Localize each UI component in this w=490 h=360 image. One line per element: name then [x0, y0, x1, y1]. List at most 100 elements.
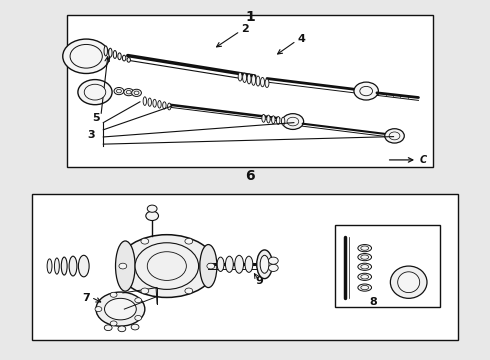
Text: 2: 2	[241, 24, 249, 35]
Ellipse shape	[358, 244, 371, 252]
Ellipse shape	[153, 99, 156, 107]
Ellipse shape	[200, 244, 217, 288]
Ellipse shape	[281, 117, 285, 125]
Ellipse shape	[358, 253, 371, 261]
Ellipse shape	[69, 256, 77, 276]
Ellipse shape	[361, 255, 368, 259]
Ellipse shape	[47, 259, 52, 273]
Ellipse shape	[127, 58, 130, 62]
Ellipse shape	[251, 75, 255, 85]
Circle shape	[131, 324, 139, 330]
Text: 5: 5	[92, 113, 100, 123]
Ellipse shape	[118, 235, 216, 297]
Circle shape	[78, 80, 112, 105]
FancyBboxPatch shape	[32, 194, 458, 339]
Text: 1: 1	[245, 10, 255, 24]
Circle shape	[63, 39, 110, 73]
Circle shape	[269, 264, 278, 271]
Ellipse shape	[238, 72, 242, 81]
Ellipse shape	[262, 114, 265, 122]
Ellipse shape	[361, 285, 368, 290]
Text: 6: 6	[245, 170, 255, 183]
Text: 9: 9	[256, 276, 264, 286]
Ellipse shape	[361, 265, 368, 269]
Ellipse shape	[245, 256, 253, 273]
Circle shape	[185, 288, 193, 294]
Circle shape	[95, 307, 102, 312]
Circle shape	[126, 90, 131, 94]
Circle shape	[110, 292, 117, 297]
Text: C: C	[420, 155, 427, 165]
Circle shape	[84, 84, 106, 100]
Circle shape	[389, 132, 400, 140]
Ellipse shape	[168, 103, 171, 110]
Text: 4: 4	[297, 34, 305, 44]
Ellipse shape	[143, 97, 147, 105]
Circle shape	[360, 86, 372, 96]
Circle shape	[134, 91, 139, 95]
Ellipse shape	[148, 98, 151, 106]
Ellipse shape	[247, 74, 251, 84]
Ellipse shape	[118, 53, 121, 60]
Text: 8: 8	[369, 297, 377, 307]
Circle shape	[385, 129, 404, 143]
Circle shape	[70, 44, 102, 68]
Ellipse shape	[361, 246, 368, 250]
Circle shape	[147, 252, 186, 280]
Circle shape	[118, 326, 126, 332]
Circle shape	[124, 89, 134, 96]
Circle shape	[117, 89, 122, 93]
Ellipse shape	[257, 250, 272, 279]
Ellipse shape	[271, 116, 275, 124]
Ellipse shape	[109, 48, 112, 57]
FancyBboxPatch shape	[335, 225, 441, 307]
Ellipse shape	[116, 241, 135, 291]
Circle shape	[141, 238, 149, 244]
Ellipse shape	[361, 275, 368, 279]
Ellipse shape	[358, 284, 371, 291]
Circle shape	[207, 263, 215, 269]
Ellipse shape	[265, 79, 269, 87]
Ellipse shape	[243, 73, 246, 82]
Ellipse shape	[276, 117, 280, 125]
Ellipse shape	[217, 257, 224, 271]
Circle shape	[135, 315, 142, 320]
Ellipse shape	[158, 100, 161, 108]
Circle shape	[185, 238, 193, 244]
Ellipse shape	[261, 77, 265, 87]
Ellipse shape	[104, 46, 107, 56]
Ellipse shape	[54, 258, 59, 274]
Text: 3: 3	[87, 130, 95, 140]
Ellipse shape	[267, 115, 270, 123]
Circle shape	[114, 87, 124, 95]
Ellipse shape	[96, 292, 145, 326]
Circle shape	[287, 117, 299, 126]
Circle shape	[132, 89, 142, 96]
Ellipse shape	[235, 255, 244, 273]
Ellipse shape	[163, 102, 166, 109]
Circle shape	[141, 288, 149, 294]
Circle shape	[147, 205, 157, 212]
Ellipse shape	[113, 50, 117, 58]
Ellipse shape	[78, 255, 89, 277]
Ellipse shape	[122, 55, 126, 61]
Ellipse shape	[61, 257, 67, 275]
Ellipse shape	[398, 272, 419, 293]
Circle shape	[110, 321, 117, 326]
Circle shape	[282, 114, 304, 130]
Ellipse shape	[104, 298, 136, 320]
Circle shape	[354, 82, 378, 100]
Circle shape	[119, 263, 127, 269]
Ellipse shape	[358, 263, 371, 270]
Circle shape	[135, 243, 198, 289]
Circle shape	[104, 325, 112, 330]
Ellipse shape	[358, 273, 371, 280]
Text: 7: 7	[82, 293, 90, 303]
Circle shape	[135, 298, 142, 303]
Circle shape	[146, 211, 159, 221]
Ellipse shape	[391, 266, 427, 298]
Ellipse shape	[260, 255, 269, 273]
Ellipse shape	[256, 76, 260, 86]
FancyBboxPatch shape	[67, 15, 433, 167]
Ellipse shape	[225, 256, 233, 273]
